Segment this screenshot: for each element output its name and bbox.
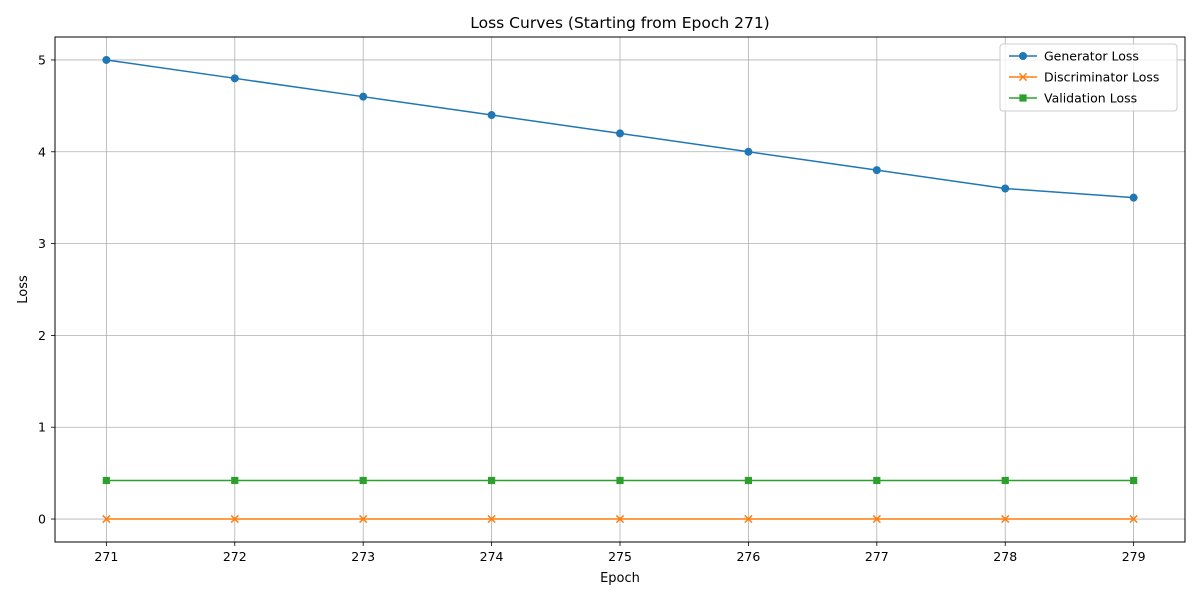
data-point xyxy=(231,476,239,485)
data-point xyxy=(744,476,753,485)
legend-item: Validation Loss xyxy=(1009,91,1137,106)
data-point xyxy=(744,514,753,524)
legend-label: Generator Loss xyxy=(1044,49,1139,64)
y-axis-label: Loss xyxy=(16,275,31,304)
series-group xyxy=(102,55,1138,524)
y-tick-label: 0 xyxy=(38,512,46,527)
data-point xyxy=(359,514,368,524)
data-point xyxy=(1019,94,1027,102)
data-point xyxy=(1129,514,1138,524)
data-point xyxy=(1001,514,1010,524)
data-point xyxy=(872,514,881,524)
legend-item: Discriminator Loss xyxy=(1009,70,1159,85)
x-axis-label: Epoch xyxy=(600,571,640,586)
legend-box xyxy=(999,43,1178,112)
ticks: 271 272 273 274 275 276 277 278 279 0 1 2 3 4 5 xyxy=(38,52,1146,564)
data-point xyxy=(1019,52,1027,60)
x-tick-label: 271 xyxy=(94,549,118,564)
x-tick-label: 279 xyxy=(1122,549,1146,564)
y-tick-label: 5 xyxy=(38,52,46,67)
data-point xyxy=(615,514,625,524)
series-generator-loss xyxy=(102,55,1138,202)
y-tick-label: 3 xyxy=(38,236,46,251)
data-point xyxy=(102,55,111,64)
legend-item: Generator Loss xyxy=(1009,49,1139,64)
x-tick-label: 278 xyxy=(993,549,1017,564)
data-point xyxy=(359,92,368,101)
series-validation-loss xyxy=(102,476,1138,485)
x-tick-label: 275 xyxy=(608,549,632,564)
data-point xyxy=(1018,72,1028,82)
data-point xyxy=(487,476,496,485)
data-point xyxy=(1001,184,1010,193)
x-tick-label: 272 xyxy=(223,549,247,564)
data-point xyxy=(102,514,111,524)
data-point xyxy=(1130,476,1138,485)
y-tick-label: 1 xyxy=(38,420,46,435)
data-point xyxy=(873,476,881,485)
x-tick-label: 273 xyxy=(351,549,375,564)
data-point xyxy=(487,111,496,120)
x-tick-label: 277 xyxy=(865,549,889,564)
series-discriminator-loss xyxy=(102,514,1138,524)
y-tick-label: 2 xyxy=(38,328,46,343)
data-point xyxy=(359,476,367,485)
data-point xyxy=(230,74,239,83)
legend-label: Validation Loss xyxy=(1044,91,1137,106)
data-point xyxy=(230,514,239,524)
legend-label: Discriminator Loss xyxy=(1044,70,1159,85)
data-point xyxy=(102,476,110,485)
data-point xyxy=(872,166,881,175)
data-point xyxy=(744,147,753,156)
data-point xyxy=(616,129,624,138)
x-tick-label: 274 xyxy=(480,549,504,564)
legend: Generator Loss Discriminator Loss Validati… xyxy=(999,43,1178,112)
data-point xyxy=(616,476,624,485)
data-point xyxy=(1129,193,1138,202)
chart-title: Loss Curves (Starting from Epoch 271) xyxy=(470,14,769,32)
data-point xyxy=(1001,476,1009,485)
y-tick-label: 4 xyxy=(38,144,46,159)
data-point xyxy=(487,514,496,524)
x-tick-label: 276 xyxy=(736,549,760,564)
